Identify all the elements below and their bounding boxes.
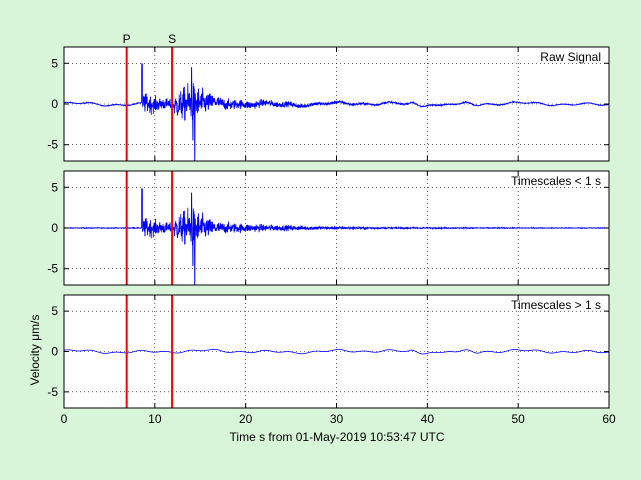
panel-title: Raw Signal [540, 50, 601, 64]
signal-trace [63, 348, 610, 355]
y-tick-label: 5 [51, 304, 58, 318]
x-tick-label: 60 [602, 412, 616, 426]
x-tick-label: 0 [61, 412, 68, 426]
panel-1: -5 0 5 Raw Signal P S [47, 32, 610, 162]
y-axis-label: Velocity μm/s [28, 315, 42, 386]
y-tick-label: -5 [47, 385, 58, 399]
x-tick-label: 10 [148, 412, 162, 426]
phase-label-s: S [168, 32, 176, 46]
x-axis-label: Time s from 01-May-2019 10:53:47 UTC [230, 430, 445, 444]
x-tick-label: 20 [239, 412, 253, 426]
y-tick-label: 0 [51, 221, 58, 235]
panel-title: Timescales > 1 s [511, 298, 601, 312]
x-tick-label: 50 [511, 412, 525, 426]
y-tick-label: -5 [47, 262, 58, 276]
signal-trace [63, 188, 610, 286]
x-tick-label: 30 [330, 412, 344, 426]
panel-3: -505 Timescales > 1 s0 10 20 30 40 50 60 [47, 294, 616, 426]
y-tick-label: 0 [51, 345, 58, 359]
y-tick-label: -5 [47, 138, 58, 152]
y-tick-label: 0 [51, 97, 58, 111]
phase-label-p: P [123, 32, 131, 46]
panel-2: -5 0 5 Timescales < 1 s [47, 170, 610, 286]
x-tick-label: 40 [421, 412, 435, 426]
panel-title: Timescales < 1 s [511, 174, 601, 188]
y-tick-label: 5 [51, 56, 58, 70]
y-tick-label: 5 [51, 180, 58, 194]
signal-trace [63, 63, 610, 162]
